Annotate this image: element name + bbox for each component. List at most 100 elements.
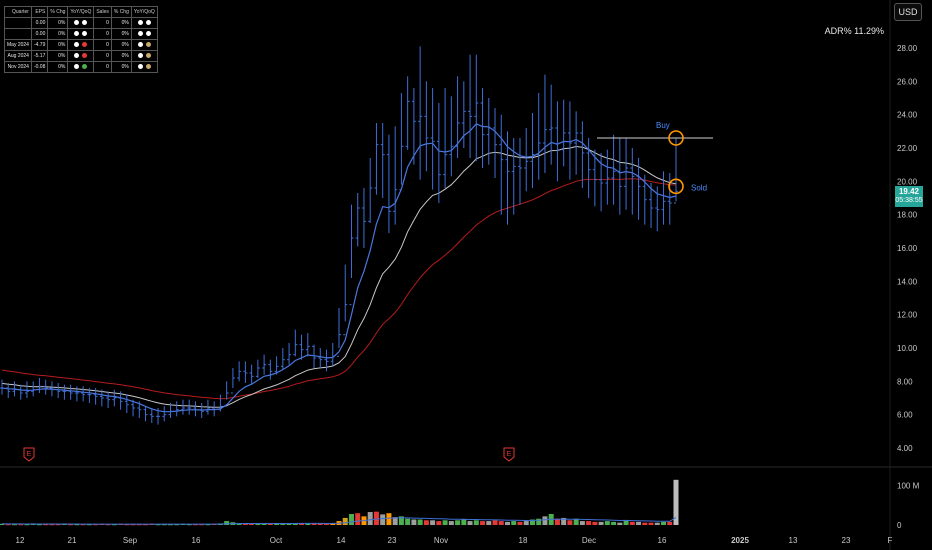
sales-cell: 0: [93, 61, 112, 73]
trade-markers: Buy Sold: [597, 121, 713, 195]
volume-bar: [0, 523, 5, 525]
earnings-badge: E: [503, 447, 515, 462]
volume-ma-line: [1, 516, 677, 525]
volume-bar: [604, 521, 610, 525]
volume-bar: [405, 518, 411, 525]
trade-marker-circle: [668, 130, 684, 146]
volume-bar: [199, 524, 205, 526]
volume-bar: [417, 519, 423, 525]
status-dot: [82, 64, 88, 70]
status-dot: [74, 31, 80, 37]
sales-cell: 0: [93, 17, 112, 29]
time-axis[interactable]: 12 21 Sep 16 Oct 14 23 Nov 18 Dec 16 2025 13 23 F: [16, 536, 893, 545]
volume-bar: [161, 524, 167, 526]
sales-change-cell: 0%: [110, 39, 132, 51]
quarter-cell: Nov 2024: [4, 61, 32, 73]
status-dot: [137, 64, 143, 70]
adr-readout: ADR% 11.29%: [825, 26, 884, 36]
status-dot: [145, 64, 151, 70]
volume-bar: [436, 521, 442, 525]
volume-bar: [143, 524, 149, 526]
y-tick-label: 14.00: [897, 277, 918, 286]
status-dot: [137, 42, 143, 48]
volume-bar: [168, 524, 173, 526]
volume-bar: [93, 524, 99, 526]
y-tick-label: 28.00: [897, 44, 918, 53]
sales-change-cell: 0%: [110, 50, 132, 62]
x-tick-label: 12: [16, 536, 25, 545]
sales-cell: 0: [93, 50, 112, 62]
volume-bar: [261, 523, 267, 525]
adr-label: ADR%: [824, 26, 852, 36]
volume-bar: [174, 524, 180, 526]
volume-bar: [411, 519, 417, 525]
volume-bar: [523, 521, 529, 525]
x-tick-label: 13: [789, 536, 798, 545]
x-tick-label: 14: [337, 536, 346, 545]
volume-bar: [18, 524, 24, 526]
y-tick-label: 24.00: [897, 111, 918, 120]
status-dot: [145, 31, 151, 37]
volume-bar: [392, 517, 398, 525]
eps-trend-cell: [67, 17, 95, 29]
volume-bar: [380, 514, 386, 525]
volume-tick-label: 100 M: [897, 482, 920, 491]
volume-bar: [598, 521, 604, 525]
eps-change-cell: 0%: [47, 28, 69, 40]
volume-bar: [448, 521, 454, 525]
volume-bar: [280, 523, 286, 525]
currency-button[interactable]: USD: [894, 3, 922, 21]
volume-bar: [542, 516, 548, 525]
x-tick-label: Oct: [270, 536, 283, 545]
volume-bar: [373, 511, 379, 525]
sales-trend-cell: [130, 28, 158, 40]
status-dot: [74, 53, 80, 59]
table-row: 0.00 0% 0 0%: [4, 17, 158, 29]
y-tick-label: 12.00: [897, 311, 918, 320]
eps-trend-cell: [67, 39, 95, 51]
volume-bar: [286, 523, 292, 525]
y-tick-label: 6.00: [897, 411, 913, 420]
x-tick-label: Dec: [582, 536, 596, 545]
volume-bar: [480, 521, 486, 525]
volume-bar: [617, 522, 623, 525]
last-price-tag: 19.42 05:38:55: [895, 186, 923, 207]
volume-bar: [623, 520, 629, 525]
volume-bar: [11, 524, 17, 526]
volume-bar: [430, 520, 436, 525]
x-tick-label: 16: [192, 536, 201, 545]
volume-bar: [330, 523, 336, 525]
eps-trend-cell: [67, 50, 95, 62]
volume-bar: [111, 524, 117, 526]
volume-bar: [24, 524, 30, 526]
table-header-6: YoY/QoQ: [130, 6, 158, 18]
earnings-badge-label: E: [507, 451, 512, 458]
volume-bar: [186, 524, 192, 526]
eps-cell: -5.17: [30, 50, 49, 62]
volume-bar: [386, 513, 392, 525]
volume-pane[interactable]: [0, 479, 679, 526]
volume-bar: [486, 521, 492, 525]
volume-bar: [74, 524, 80, 526]
x-tick-label: 23: [842, 536, 851, 545]
x-tick-label: F: [888, 536, 893, 545]
y-tick-label: 8.00: [897, 377, 913, 386]
volume-bar: [36, 524, 42, 526]
status-dot: [145, 53, 151, 59]
status-dot: [82, 31, 88, 37]
volume-bar: [255, 523, 261, 525]
status-dot: [137, 53, 143, 59]
y-tick-label: 10.00: [897, 344, 918, 353]
price-axis[interactable]: 4.00 6.00 8.00 10.00 12.00 14.00 16.00 18.00 20.…: [897, 44, 918, 453]
volume-bar: [105, 524, 111, 526]
volume-bar: [473, 520, 479, 525]
volume-bar: [205, 524, 211, 526]
volume-bar: [192, 524, 198, 526]
volume-bar: [43, 524, 49, 526]
price-pane[interactable]: Buy Sold: [0, 46, 713, 425]
ohlc-bars: [0, 46, 678, 425]
ma-slow-line: [1, 178, 677, 400]
sales-change-cell: 0%: [110, 61, 132, 73]
y-tick-label: 4.00: [897, 444, 913, 453]
